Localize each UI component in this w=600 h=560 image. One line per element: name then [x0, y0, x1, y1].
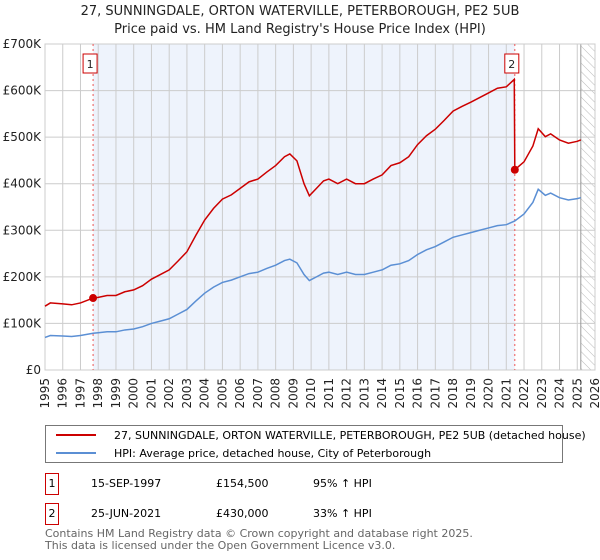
sale-row-2: 2 25-JUN-2021 £430,000 33% ↑ HPI — [45, 503, 565, 525]
x-tick-label: 2026 — [588, 378, 600, 409]
x-tick-label: 2007 — [251, 378, 265, 409]
sale-hpi-diff: 33% ↑ HPI — [313, 507, 372, 520]
chart-subtitle: Price paid vs. HM Land Registry's House … — [114, 22, 486, 37]
x-tick-label: 2002 — [162, 378, 176, 409]
x-tick-label: 2021 — [499, 378, 513, 409]
x-tick-label: 2014 — [375, 378, 389, 409]
x-tick-label: 2020 — [482, 378, 496, 409]
sale-point — [510, 165, 519, 174]
y-tick-label: £600K — [3, 84, 43, 98]
sale-marker-badge: 1 — [45, 473, 59, 495]
sale-row-1: 1 15-SEP-1997 £154,500 95% ↑ HPI — [45, 473, 565, 495]
y-tick-label: £300K — [3, 223, 43, 237]
y-tick-label: £700K — [3, 37, 43, 51]
x-tick-label: 2017 — [428, 378, 442, 409]
x-tick-label: 2018 — [446, 378, 460, 409]
legend-label-property: 27, SUNNINGDALE, ORTON WATERVILLE, PETER… — [114, 428, 586, 442]
x-tick-label: 2011 — [322, 378, 336, 409]
sale-point — [89, 294, 98, 303]
sale-price: £430,000 — [216, 507, 269, 520]
y-tick-label: £100K — [3, 316, 43, 330]
y-tick-label: £0 — [26, 363, 41, 377]
x-tick-label: 1998 — [91, 378, 105, 409]
x-tick-label: 2023 — [535, 378, 549, 409]
plot-border — [44, 43, 596, 371]
x-tick-label: 1995 — [38, 378, 52, 409]
x-tick-label: 2006 — [233, 378, 247, 409]
x-tick-label: 2005 — [215, 378, 229, 409]
sale-price: £154,500 — [216, 477, 269, 490]
attribution-line-2: This data is licensed under the Open Gov… — [45, 539, 396, 552]
x-tick-label: 2012 — [340, 378, 354, 409]
x-tick-label: 2024 — [553, 378, 567, 409]
y-tick-label: £400K — [3, 177, 43, 191]
legend: 27, SUNNINGDALE, ORTON WATERVILLE, PETER… — [45, 425, 586, 463]
y-tick-label: £500K — [3, 130, 43, 144]
x-tick-label: 2004 — [198, 378, 212, 409]
x-tick-label: 2015 — [393, 378, 407, 409]
x-tick-label: 2022 — [517, 378, 531, 409]
y-tick-label: £200K — [3, 270, 43, 284]
sale-label-box — [82, 53, 98, 74]
legend-label-hpi: HPI: Average price, detached house, City… — [114, 446, 432, 460]
sale-date: 15-SEP-1997 — [91, 477, 162, 490]
x-tick-label: 2010 — [304, 378, 318, 409]
chart-title: 27, SUNNINGDALE, ORTON WATERVILLE, PETER… — [80, 4, 520, 19]
x-tick-label: 1999 — [109, 378, 123, 409]
x-tick-label: 2016 — [411, 378, 425, 409]
x-tick-label: 2001 — [144, 378, 158, 409]
property-price-line — [44, 77, 582, 307]
x-tick-label: 2000 — [127, 378, 141, 409]
sale-hpi-diff: 95% ↑ HPI — [313, 477, 372, 490]
x-tick-label: 2025 — [570, 378, 584, 409]
hatched-region — [580, 44, 595, 370]
x-tick-label: 1997 — [73, 378, 87, 409]
sale-label: 1 — [87, 58, 94, 71]
attribution: Contains HM Land Registry data © Crown c… — [45, 528, 473, 552]
legend-swatch-hpi — [56, 452, 96, 454]
x-tick-label: 2009 — [286, 378, 300, 409]
sale-label: 2 — [508, 58, 515, 71]
x-tick-label: 2019 — [464, 378, 478, 409]
sale-date: 25-JUN-2021 — [91, 507, 162, 520]
sale-label-box — [504, 53, 520, 74]
x-tick-label: 2013 — [357, 378, 371, 409]
legend-swatch-property — [56, 434, 96, 436]
x-tick-label: 2003 — [180, 378, 194, 409]
sale-marker-badge: 2 — [45, 503, 59, 525]
x-tick-label: 2008 — [269, 378, 283, 409]
ownership-shaded-region — [93, 44, 515, 370]
hpi-line — [44, 188, 581, 339]
x-tick-label: 1996 — [56, 378, 70, 409]
attribution-line-1: Contains HM Land Registry data © Crown c… — [45, 527, 473, 540]
